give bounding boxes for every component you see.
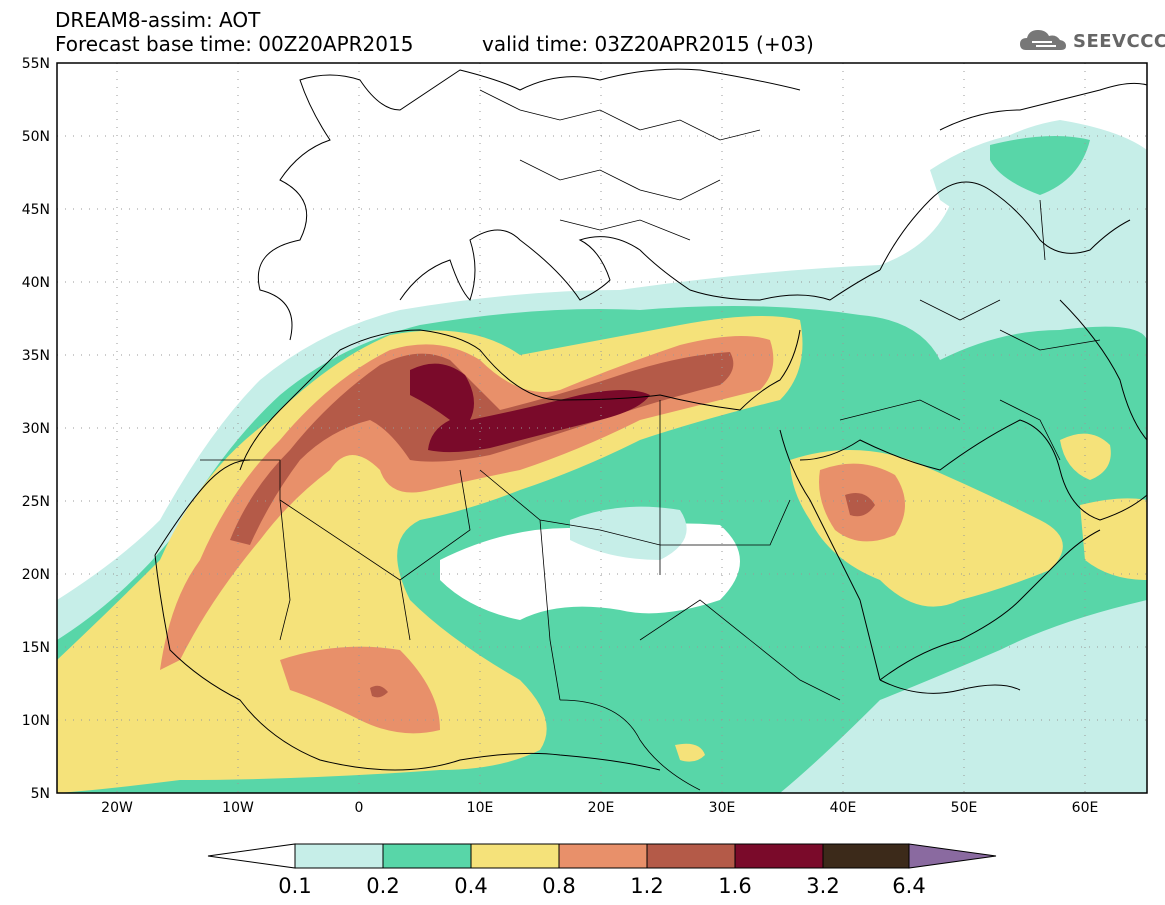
lat-label: 15N bbox=[22, 640, 50, 656]
lat-label: 45N bbox=[22, 202, 50, 218]
lat-label: 35N bbox=[22, 348, 50, 364]
lat-label: 50N bbox=[22, 129, 50, 145]
colorbar-label: 0.2 bbox=[366, 874, 399, 898]
colorbar-label: 0.4 bbox=[454, 874, 487, 898]
map-grid bbox=[57, 63, 1147, 793]
colorbar-under-arrow bbox=[207, 843, 296, 869]
colorbar-bin bbox=[734, 843, 824, 869]
lat-label: 55N bbox=[22, 56, 50, 72]
colorbar-bin bbox=[470, 843, 560, 869]
colorbar-bin bbox=[646, 843, 736, 869]
colorbar-bin bbox=[822, 843, 910, 869]
forecast-base-time: Forecast base time: 00Z20APR2015 bbox=[55, 32, 414, 56]
colorbar-label: 1.6 bbox=[718, 874, 751, 898]
colorbar-bin bbox=[294, 843, 384, 869]
longitude-labels: 20W 10W 0 10E 20E 30E 40E 50E 60E bbox=[101, 800, 1098, 816]
map-frame bbox=[56, 62, 1148, 794]
cloud-icon bbox=[1020, 30, 1066, 50]
lat-label: 20N bbox=[22, 567, 50, 583]
colorbar-label: 1.2 bbox=[630, 874, 663, 898]
lat-label: 10N bbox=[22, 713, 50, 729]
colorbar-label: 6.4 bbox=[892, 874, 925, 898]
seevccc-logo bbox=[1018, 26, 1158, 56]
coastlines bbox=[154, 68, 1147, 771]
lon-label: 20W bbox=[101, 800, 133, 816]
map-title: DREAM8-assim: AOT bbox=[55, 8, 261, 32]
colorbar-bin bbox=[382, 843, 472, 869]
lon-label: 10E bbox=[467, 800, 494, 816]
lat-label: 25N bbox=[22, 494, 50, 510]
lon-label: 10W bbox=[222, 800, 254, 816]
lat-label: 40N bbox=[22, 275, 50, 291]
colorbar-label: 0.1 bbox=[278, 874, 311, 898]
aot-level-0.4 bbox=[57, 316, 803, 793]
colorbar: 0.1 0.2 0.4 0.8 1.2 1.6 3.2 6.4 bbox=[207, 843, 997, 898]
borders bbox=[200, 89, 1101, 791]
colorbar-label: 3.2 bbox=[806, 874, 839, 898]
lon-label: 40E bbox=[830, 800, 857, 816]
valid-time: valid time: 03Z20APR2015 (+03) bbox=[482, 32, 814, 56]
lat-label: 30N bbox=[22, 421, 50, 437]
lon-label: 50E bbox=[951, 800, 978, 816]
logo-text: SEEVCCC bbox=[1073, 31, 1165, 52]
lon-label: 30E bbox=[709, 800, 736, 816]
latitude-labels: 55N 50N 45N 40N 35N 30N 25N 20N 15N 10N … bbox=[22, 56, 50, 802]
colorbar-bin bbox=[558, 843, 648, 869]
lon-label: 0 bbox=[355, 800, 364, 816]
colorbar-label: 0.8 bbox=[542, 874, 575, 898]
aot-level-0.8 bbox=[160, 336, 774, 670]
lon-label: 20E bbox=[588, 800, 615, 816]
colorbar-over-arrow bbox=[908, 843, 997, 869]
aot-level-1.6 bbox=[410, 363, 650, 453]
lat-label: 5N bbox=[31, 786, 50, 802]
lon-label: 60E bbox=[1072, 800, 1099, 816]
